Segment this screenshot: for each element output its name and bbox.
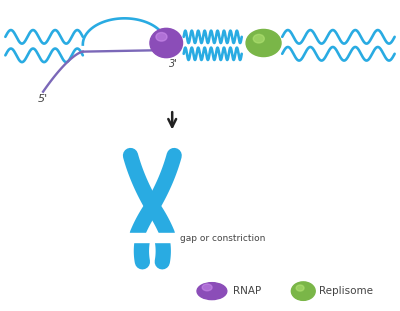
Bar <box>120 233 184 242</box>
Circle shape <box>296 285 304 291</box>
Ellipse shape <box>202 284 212 291</box>
Text: Replisome: Replisome <box>319 286 373 296</box>
Circle shape <box>291 282 315 300</box>
Text: gap or constriction: gap or constriction <box>180 234 266 243</box>
Ellipse shape <box>197 283 227 299</box>
Circle shape <box>253 35 264 43</box>
Ellipse shape <box>150 28 182 58</box>
Text: RNAP: RNAP <box>232 286 261 296</box>
Circle shape <box>246 30 281 57</box>
Ellipse shape <box>156 33 167 41</box>
Text: 3': 3' <box>170 59 178 69</box>
Text: 5': 5' <box>38 94 48 104</box>
